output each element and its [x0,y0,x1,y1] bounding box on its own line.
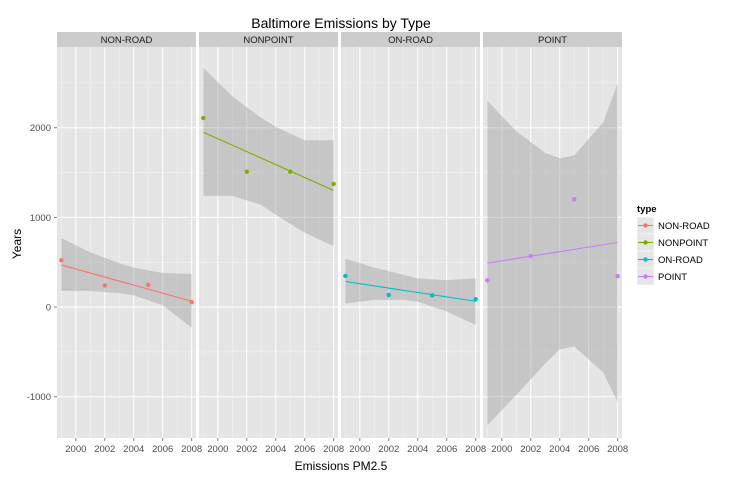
x-tick-label: 2002 [520,444,541,455]
data-point-point [615,273,620,279]
y-tick-label: -1000 [27,392,51,403]
legend-label-nonpoint: NONPOINT [658,238,708,249]
panel-nonpoint: NONPOINT 2000 2002 2004 2006 2008 [199,32,344,455]
data-point-nonpoint [288,169,293,174]
data-point-non-road [146,282,151,288]
legend-label-on-road: ON-ROAD [658,255,703,266]
trend-line-non-road [61,264,192,302]
panel-point: POINT 2000 2002 2004 2006 2008 [483,32,628,455]
legend-key-point-nonpoint [643,240,648,245]
trend-line-point [487,241,618,264]
legend-label-non-road: NON-ROAD [658,221,710,232]
data-point-non-road [59,258,64,263]
x-tick-label: 2002 [94,444,115,455]
y-tick-label: 2000 [30,123,51,134]
x-tick-label: 2008 [181,444,202,455]
y-axis-title: Years [10,229,24,259]
x-tick-label: 2004 [549,444,570,455]
data-point-nonpoint [244,169,249,174]
x-tick-label: 2002 [378,444,399,455]
data-point-point [572,197,577,202]
legend: type NON-ROAD NONPOINT ON-ROAD POINT [636,204,710,286]
x-axis-title: Emissions PM2.5 [295,459,388,473]
x-tick-label: 2008 [323,444,344,455]
data-point-non-road [189,299,194,305]
panel-on-road: ON-ROAD 2000 2002 2004 2006 2008 [341,32,486,455]
strip-label-non-road: NON-ROAD [101,35,153,46]
data-point-on-road [343,273,348,279]
legend-key-point-non-road [643,223,648,228]
x-tick-label: 2004 [407,444,428,455]
x-tick-label: 2002 [236,444,257,455]
legend-key-point-on-road [643,257,648,262]
y-axis: -1000 0 1000 2000 [27,123,57,403]
x-tick-label: 2006 [436,444,457,455]
data-point-point [485,278,490,283]
data-point-on-road [430,293,435,298]
panel-background [483,47,622,438]
x-tick-label: 2000 [491,444,512,455]
strip-point [483,32,622,47]
data-point-nonpoint [201,115,206,121]
data-point-on-road [473,296,478,302]
x-tick-label: 2004 [123,444,144,455]
legend-title: type [637,204,657,215]
x-tick-label: 2000 [207,444,228,455]
strip-label-point: POINT [538,35,567,46]
legend-key-point-point [643,274,648,279]
confidence-band-point [487,82,618,426]
legend-label-point: POINT [658,272,687,283]
x-tick-label: 2006 [578,444,599,455]
strip-label-nonpoint: NONPOINT [243,35,293,46]
strip-on-road [341,32,480,47]
strip-non-road [57,32,196,47]
panel-background [199,47,338,438]
x-tick-label: 2008 [465,444,486,455]
strip-nonpoint [199,32,338,47]
strip-label-on-road: ON-ROAD [388,35,433,46]
facet-panels: NON-ROAD 2000 2002 2004 2006 2008 NONPOINT 2000… [57,32,628,455]
x-tick-label: 2000 [65,444,86,455]
trend-line-on-road [345,280,476,302]
x-tick-label: 2000 [349,444,370,455]
y-tick-label: 1000 [30,213,51,224]
x-tick-label: 2004 [265,444,286,455]
x-tick-label: 2006 [294,444,315,455]
trend-line-nonpoint [203,131,334,191]
panel-background [341,47,480,438]
data-point-nonpoint [331,181,336,187]
data-point-non-road [102,283,107,288]
x-tick-label: 2006 [152,444,173,455]
panel-non-road: NON-ROAD 2000 2002 2004 2006 2008 [57,32,202,455]
chart-title: Baltimore Emissions by Type [251,15,431,31]
x-tick-label: 2008 [607,444,628,455]
confidence-band-nonpoint [203,67,334,247]
y-tick-label: 0 [46,303,51,314]
data-point-on-road [386,292,391,298]
data-point-point [528,253,533,259]
panel-background [57,47,196,438]
